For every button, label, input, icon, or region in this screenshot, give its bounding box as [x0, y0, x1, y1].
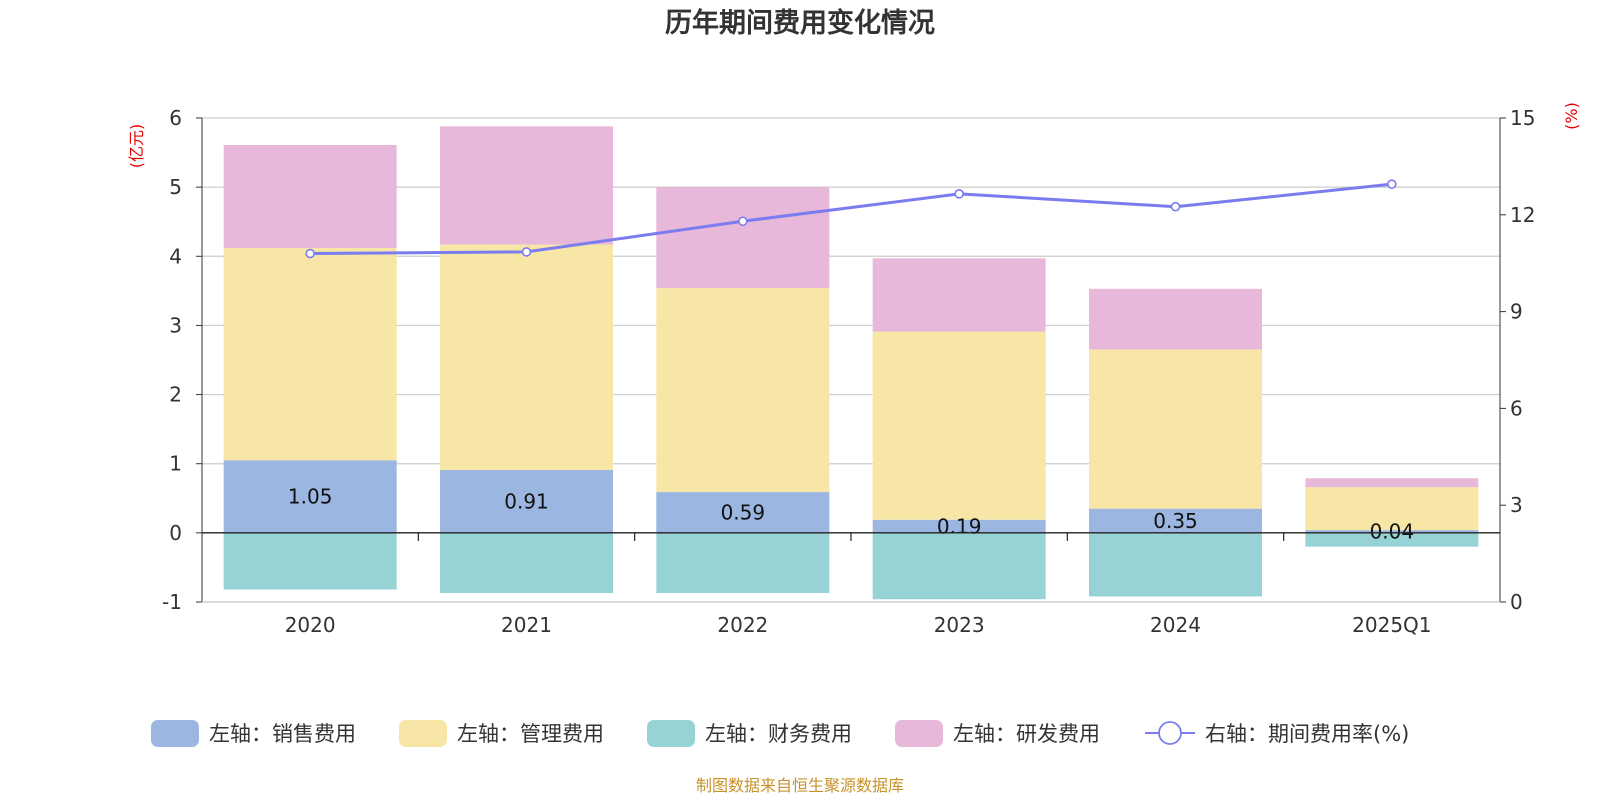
bar-sales	[1305, 530, 1479, 533]
x-tick-label: 2021	[501, 613, 552, 637]
bar-rnd	[872, 258, 1046, 332]
right-tick-label: 0	[1510, 590, 1523, 614]
chart-title: 历年期间费用变化情况	[665, 7, 935, 39]
bar-finance	[1305, 532, 1479, 547]
right-tick-label: 6	[1510, 396, 1523, 420]
left-tick-label: 0	[169, 521, 182, 545]
left-tick-label: 1	[169, 452, 182, 476]
left-tick-label: 3	[169, 313, 182, 337]
legend-color-swatch	[399, 720, 447, 747]
bar-sales	[1089, 508, 1262, 533]
rate-point	[738, 216, 748, 227]
data-label-sales: 1.05	[288, 485, 333, 509]
bar-finance	[1089, 532, 1262, 597]
bar-management	[440, 244, 613, 470]
x-tick-label: 2023	[934, 613, 985, 637]
legend-item: 右轴：期间费用率(%)	[1145, 721, 1409, 746]
legend-item: 左轴：研发费用	[895, 720, 1100, 747]
bar-management	[1305, 487, 1479, 531]
rate-line	[305, 179, 1397, 259]
bar-finance	[440, 532, 613, 594]
bar-sales	[440, 469, 613, 533]
rate-point	[954, 189, 964, 199]
legend-item: 左轴：管理费用	[399, 720, 604, 747]
legend: 左轴：销售费用 左轴：管理费用 左轴：财务费用 左轴：研发费用 右轴：期间费用率(%)	[151, 720, 1409, 747]
bar-rnd	[1089, 288, 1262, 350]
bar-management	[223, 247, 397, 461]
bar-rnd	[440, 126, 613, 245]
right-axis-unit: (%)	[1562, 102, 1581, 130]
data-source-note: 制图数据来自恒生聚源数据库	[696, 776, 904, 795]
bars: 1.05 0.91 0.59 0.19 0.35 0.04	[223, 126, 1479, 600]
rate-point	[521, 247, 532, 257]
x-tick-label: 2025Q1	[1352, 613, 1431, 637]
bar-finance	[223, 532, 397, 590]
bar-finance	[656, 532, 830, 594]
legend-label: 左轴：销售费用	[209, 722, 356, 746]
data-label-sales: 0.59	[721, 500, 766, 524]
bar-sales	[223, 460, 397, 533]
bar-management	[1089, 349, 1262, 509]
x-tick-label: 2022	[717, 613, 768, 637]
legend-color-swatch	[895, 720, 943, 747]
data-label-sales: 0.19	[937, 514, 982, 538]
bar-management	[656, 288, 830, 493]
left-tick-label: 2	[169, 383, 182, 407]
rate-line-path	[310, 182, 1392, 256]
data-label-sales: 0.91	[504, 489, 549, 513]
right-tick-label: 15	[1510, 106, 1535, 130]
left-axis-unit: (亿元)	[127, 124, 146, 169]
legend-marker-swatch	[1158, 721, 1182, 745]
bar-rnd	[656, 187, 830, 289]
rate-point	[305, 248, 315, 259]
legend-color-swatch	[151, 720, 199, 747]
legend-item: 左轴：销售费用	[151, 720, 356, 747]
bar-sales	[656, 492, 830, 533]
data-label-sales: 0.35	[1153, 509, 1198, 533]
data-label-sales: 0.04	[1370, 519, 1415, 543]
left-tick-label: -1	[162, 590, 182, 614]
right-tick-label: 3	[1510, 493, 1523, 517]
legend-item: 左轴：财务费用	[647, 720, 852, 747]
bar-finance	[872, 532, 1046, 600]
x-tick-label: 2024	[1150, 613, 1201, 637]
legend-label: 左轴：财务费用	[705, 722, 852, 746]
right-tick-label: 12	[1510, 203, 1535, 227]
grid	[202, 117, 1500, 603]
rate-point	[1170, 201, 1181, 212]
bar-rnd	[1305, 478, 1479, 488]
x-tick-label: 2020	[285, 613, 336, 637]
bar-sales	[872, 519, 1046, 533]
legend-label: 左轴：管理费用	[457, 722, 604, 746]
left-tick-label: 4	[169, 244, 182, 268]
rate-point	[1387, 179, 1397, 189]
left-tick-label: 6	[169, 106, 182, 130]
legend-label: 右轴：期间费用率(%)	[1205, 722, 1409, 746]
bar-rnd	[223, 144, 397, 248]
legend-color-swatch	[647, 720, 695, 747]
right-tick-label: 9	[1510, 300, 1523, 324]
left-tick-label: 5	[169, 175, 182, 199]
bar-management	[872, 331, 1046, 520]
legend-label: 左轴：研发费用	[953, 722, 1100, 746]
